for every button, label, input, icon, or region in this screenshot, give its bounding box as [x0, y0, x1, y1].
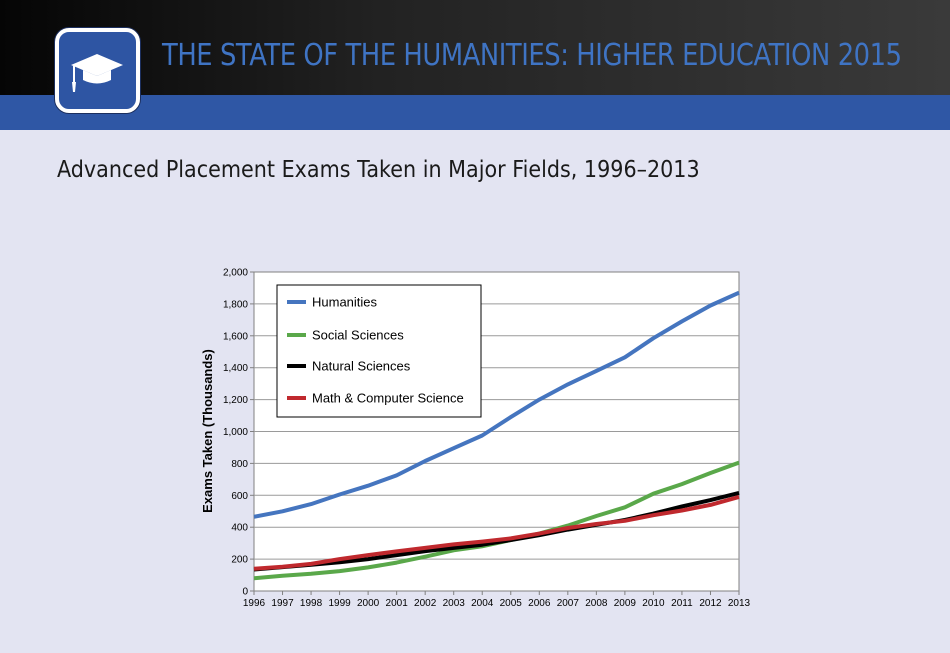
x-tick-label: 2009 — [614, 598, 637, 609]
y-tick-label: 1,000 — [223, 427, 248, 438]
chart-subtitle: Advanced Placement Exams Taken in Major … — [57, 157, 700, 183]
page-title: THE STATE OF THE HUMANITIES: HIGHER EDUC… — [162, 38, 902, 73]
legend-label: Math & Computer Science — [312, 391, 464, 406]
y-tick-label: 200 — [231, 555, 248, 566]
x-tick-label: 2005 — [500, 598, 523, 609]
y-axis-label: Exams Taken (Thousands) — [200, 349, 215, 513]
legend-label: Social Sciences — [312, 328, 404, 343]
header-band — [0, 95, 950, 130]
x-tick-label: 2001 — [386, 598, 409, 609]
y-tick-label: 2,000 — [223, 268, 248, 279]
x-tick-label: 2008 — [585, 598, 608, 609]
y-tick-label: 400 — [231, 523, 248, 534]
graduation-cap-icon — [71, 54, 123, 92]
x-tick-label: 2006 — [528, 598, 551, 609]
series-line-humanities — [253, 290, 740, 519]
x-tick-label: 2004 — [471, 598, 494, 609]
x-tick-label: 2013 — [728, 598, 751, 609]
legend-box — [276, 284, 482, 418]
x-tick-label: 2002 — [414, 598, 437, 609]
x-tick-label: 2010 — [642, 598, 665, 609]
x-axis: 1996 1997 1998 1999 2000 2001 2002 2003 2004 2005… — [243, 591, 751, 609]
legend-label: Humanities — [312, 295, 378, 310]
y-tick-label: 1,400 — [223, 363, 248, 374]
header-bar — [0, 0, 950, 95]
x-tick-label: 2011 — [671, 598, 693, 609]
series-line-math-computer-science — [253, 494, 740, 571]
x-tick-label: 1998 — [300, 598, 323, 609]
logo — [55, 28, 140, 113]
x-tick-label: 2003 — [443, 598, 466, 609]
legend-label: Natural Sciences — [312, 359, 411, 374]
y-axis: 0 200 400 600 800 1,000 1,200 1,400 1,600 1,800 2,… — [223, 268, 254, 598]
x-tick-label: 2007 — [557, 598, 580, 609]
x-tick-label: 2000 — [357, 598, 380, 609]
x-tick-label: 1999 — [328, 598, 351, 609]
y-tick-label: 0 — [242, 587, 248, 598]
series-lines — [253, 290, 740, 581]
y-tick-label: 600 — [231, 491, 248, 502]
y-tick-label: 800 — [231, 459, 248, 470]
legend: Humanities Social Sciences Natural Science… — [276, 284, 482, 418]
y-tick-label: 1,200 — [223, 395, 248, 406]
y-tick-label: 1,800 — [223, 299, 248, 310]
x-tick-label: 1997 — [271, 598, 294, 609]
y-tick-label: 1,600 — [223, 331, 248, 342]
x-tick-label: 1996 — [243, 598, 266, 609]
x-tick-label: 2012 — [699, 598, 722, 609]
